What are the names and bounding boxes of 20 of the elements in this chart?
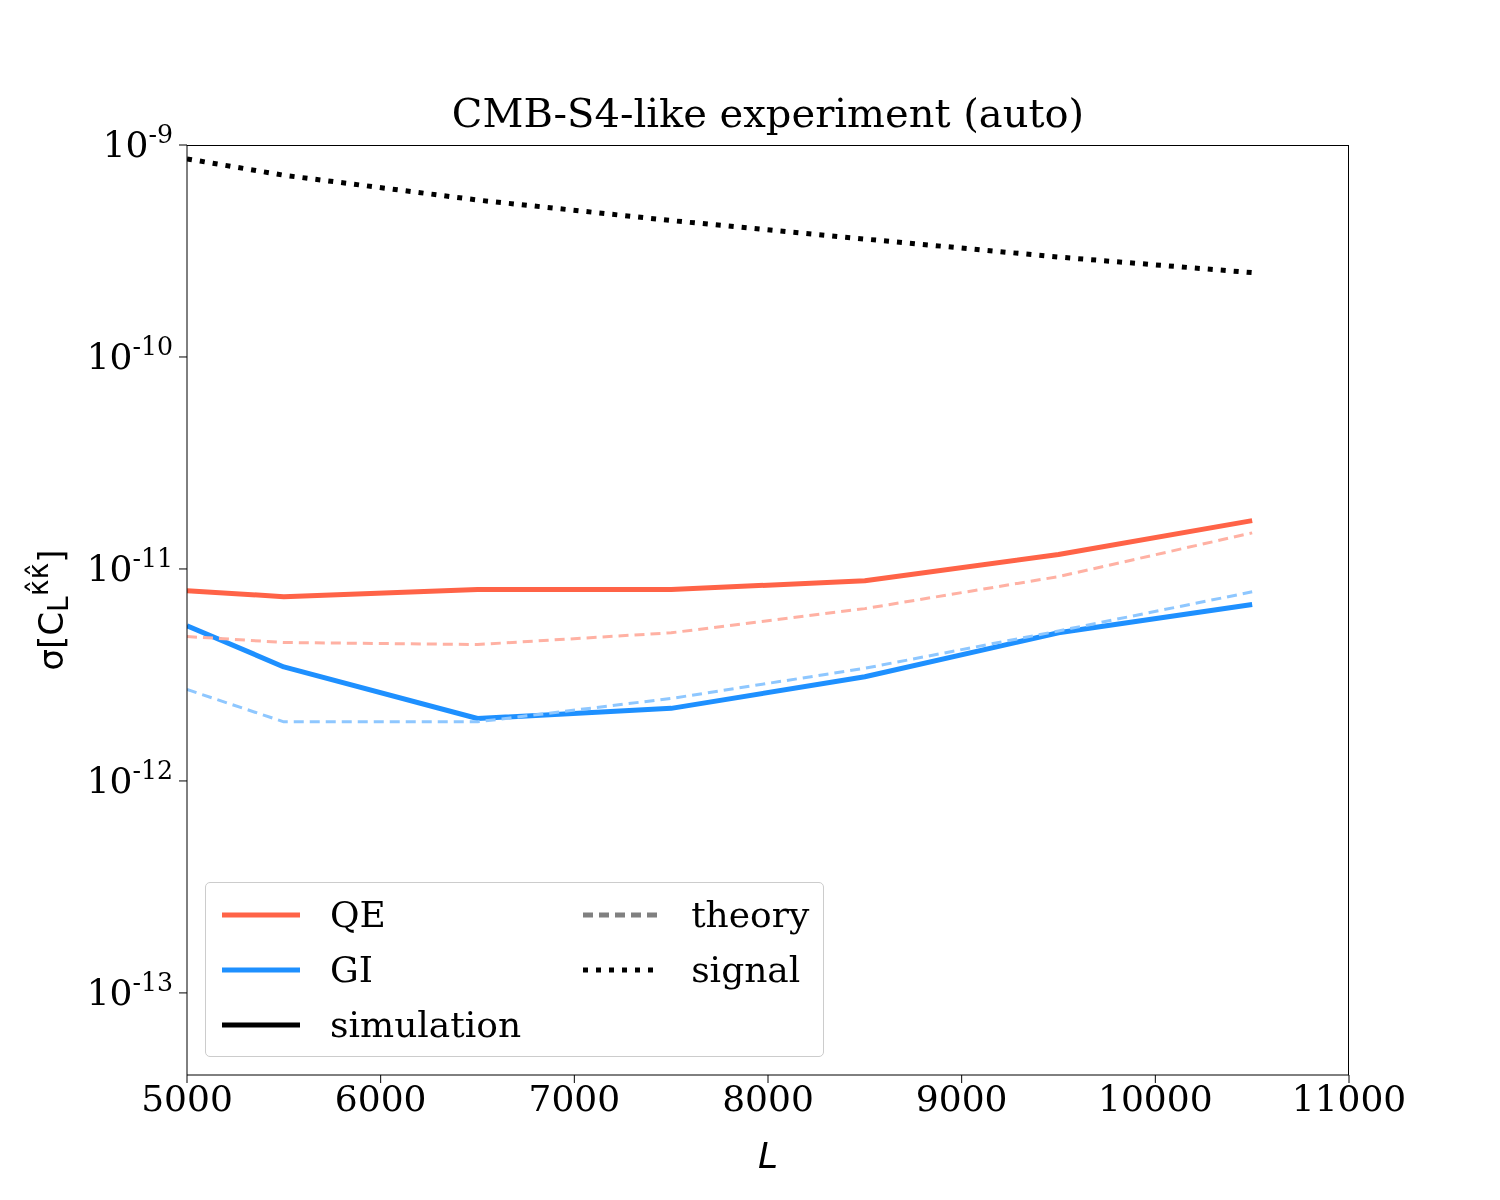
y-tick-label: 10$^{-9}$ xyxy=(102,119,173,165)
x-axis-title: L xyxy=(756,1135,780,1176)
x-tick-label: 8000 xyxy=(722,1077,814,1119)
y-tick-label: 10$^{-10}$ xyxy=(86,331,173,377)
legend-label: QE xyxy=(330,894,386,935)
legend-label: theory xyxy=(691,894,810,935)
y-tick-label: 10$^{-12}$ xyxy=(86,755,173,801)
x-tick-label: 5000 xyxy=(141,1077,233,1119)
line-series xyxy=(187,531,1254,647)
y-tick-label: 10$^{-11}$ xyxy=(86,543,173,589)
x-tick-label: 10000 xyxy=(1098,1077,1213,1119)
legend-label: signal xyxy=(691,949,801,990)
x-tick-label: 7000 xyxy=(528,1077,621,1119)
chart-title: CMB-S4-like experiment (auto) xyxy=(450,90,1086,136)
legend-label: GI xyxy=(330,949,373,990)
y-tick-label: 10$^{-13}$ xyxy=(86,967,173,1013)
legend-label: simulation xyxy=(330,1004,522,1045)
x-tick-label: 6000 xyxy=(334,1077,427,1119)
x-tick-label: 11000 xyxy=(1291,1077,1407,1119)
x-tick-label: 9000 xyxy=(915,1077,1008,1119)
